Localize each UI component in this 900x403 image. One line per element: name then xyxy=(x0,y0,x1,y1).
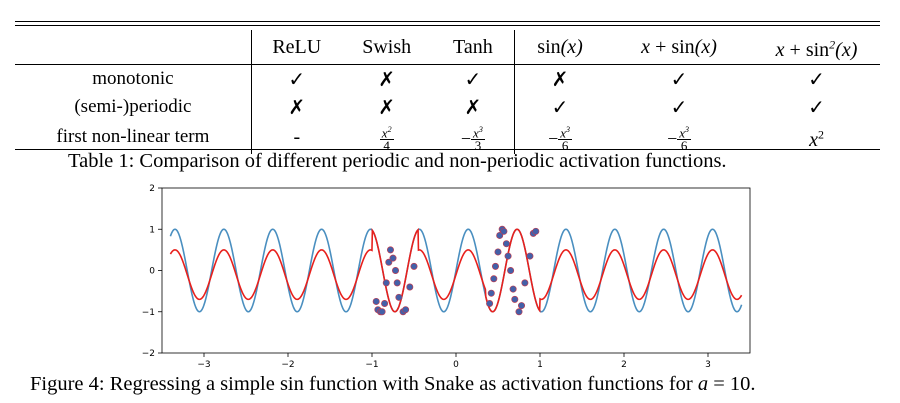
cell-swish-term: x2 4 xyxy=(379,124,394,154)
data-point xyxy=(389,254,397,262)
target-sine-line xyxy=(169,228,743,313)
data-point xyxy=(500,227,508,235)
data-point xyxy=(509,285,517,293)
cell-cross: ✗ xyxy=(250,92,342,121)
data-point xyxy=(382,279,390,287)
figure-caption-var: a xyxy=(697,373,709,395)
col-relu: ReLU xyxy=(250,30,342,65)
data-point xyxy=(393,279,401,287)
cell-x-sin-term: − x3 6 xyxy=(667,124,691,154)
table-bottom-rule xyxy=(15,149,880,150)
data-point xyxy=(392,267,400,275)
cell-relu-term: - xyxy=(250,120,342,155)
x-tick-label: −2 xyxy=(281,360,294,370)
data-point xyxy=(515,308,523,316)
table-row-periodic: (semi-)periodic ✗ ✗ ✗ ✓ ✓ ✓ xyxy=(15,92,880,121)
data-point xyxy=(491,262,499,270)
cell-tanh-term: − x3 3 xyxy=(460,124,485,154)
table-top-rule-double xyxy=(15,25,880,26)
data-point xyxy=(487,289,495,297)
data-point xyxy=(410,262,418,270)
data-point xyxy=(490,275,498,283)
cell-x-sin2-term: x2 xyxy=(809,127,824,152)
x-tick-label: 1 xyxy=(537,360,543,370)
table-caption: Table 1: Comparison of different periodi… xyxy=(68,150,727,172)
table-top-rule xyxy=(15,21,880,22)
x-tick-label: 0 xyxy=(453,360,459,370)
data-point xyxy=(526,252,534,260)
data-point xyxy=(507,267,515,275)
data-point xyxy=(504,252,512,260)
data-point xyxy=(372,297,380,305)
cell-check: ✓ xyxy=(808,94,825,119)
figure-caption-suffix: = 10. xyxy=(708,373,756,395)
data-point xyxy=(386,246,394,254)
cell-check: ✓ xyxy=(514,92,606,121)
cell-check: ✓ xyxy=(670,66,688,91)
data-point xyxy=(502,240,510,248)
x-tick-label: −3 xyxy=(197,360,210,370)
data-point xyxy=(486,300,494,308)
x-tick-label: −1 xyxy=(365,360,378,370)
comparison-table: ReLU Swish Tanh sin(x) x + sin(x) x + si… xyxy=(15,30,880,155)
data-point xyxy=(494,248,502,256)
snake-regression-plot: −3 −2 −1 0 1 2 3 −2 −1 0 1 2 xyxy=(142,184,751,370)
cell-check: ✓ xyxy=(670,94,688,119)
data-point xyxy=(496,231,504,239)
cell-check: ✓ xyxy=(250,64,342,93)
y-tick-label: −1 xyxy=(142,308,155,318)
data-point xyxy=(511,295,519,303)
data-point xyxy=(381,300,389,308)
table-header-row: ReLU Swish Tanh sin(x) x + sin(x) x + si… xyxy=(15,30,880,65)
col-sin: sin(x) xyxy=(514,30,606,65)
x-tick-label: 2 xyxy=(621,360,627,370)
data-point xyxy=(395,293,403,301)
table-row-monotonic: monotonic ✓ ✗ ✓ ✗ ✓ ✓ xyxy=(15,64,880,93)
cell-cross: ✗ xyxy=(464,94,482,119)
cell-cross: ✗ xyxy=(378,66,396,91)
data-point xyxy=(532,227,540,235)
data-point xyxy=(385,258,393,266)
figure-caption: Figure 4: Regressing a simple sin functi… xyxy=(30,373,756,396)
col-x-plus-sin: x + sin(x) xyxy=(641,35,717,58)
data-point xyxy=(521,279,529,287)
x-tick-label: 3 xyxy=(705,360,711,370)
data-point xyxy=(378,308,386,316)
row-label-monotonic: monotonic xyxy=(92,67,174,89)
table-row-nonlinear: first non-linear term - x2 4 − x3 3 − x3 6 − x… xyxy=(15,120,880,155)
row-label-periodic: (semi-)periodic xyxy=(74,95,192,117)
data-point xyxy=(402,306,410,314)
table-header-empty xyxy=(15,30,251,64)
figure-caption-text: Figure 4: Regressing a simple sin functi… xyxy=(30,373,693,395)
data-point xyxy=(518,302,526,310)
cell-check: ✓ xyxy=(464,66,482,91)
y-tick-label: −2 xyxy=(142,349,155,359)
col-tanh: Tanh xyxy=(453,35,493,58)
cell-sin-term: − x3 6 xyxy=(514,120,606,155)
cell-cross: ✗ xyxy=(378,94,396,119)
row-label-nonlinear: first non-linear term xyxy=(56,126,210,148)
y-tick-label: 0 xyxy=(149,267,155,277)
col-swish: Swish xyxy=(362,35,412,58)
data-point xyxy=(406,283,414,291)
cell-cross: ✗ xyxy=(514,64,606,93)
col-x-plus-sin2: x + sin2(x) xyxy=(775,37,858,61)
y-tick-label: 1 xyxy=(149,225,155,235)
cell-check: ✓ xyxy=(808,66,825,91)
snake-fit-line xyxy=(169,227,743,313)
y-tick-label: 2 xyxy=(149,184,155,194)
